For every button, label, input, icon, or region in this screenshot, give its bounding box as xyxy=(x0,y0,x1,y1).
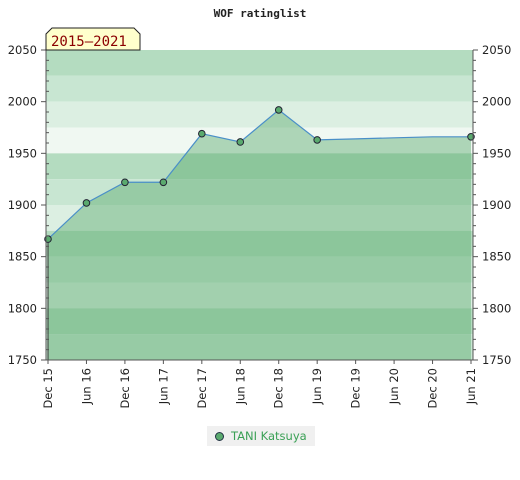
right-tick-label: 1900 xyxy=(482,198,511,212)
right-tick-label: 1850 xyxy=(482,250,511,264)
right-tick-label: 1950 xyxy=(482,146,511,160)
rating-line xyxy=(47,109,471,240)
background-band xyxy=(46,179,473,205)
left-tick-label: 1800 xyxy=(8,301,37,315)
x-tick-label: Jun 18 xyxy=(233,368,247,405)
right-tick-label: 2000 xyxy=(482,95,511,109)
data-point xyxy=(274,106,283,114)
x-tick-label: Jun 21 xyxy=(464,368,478,405)
x-tick-label: Jun 19 xyxy=(310,368,324,405)
x-tick-label: Dec 15 xyxy=(41,368,55,409)
background-band xyxy=(46,50,473,76)
background-band xyxy=(46,334,473,360)
right-tick-label: 1800 xyxy=(482,301,511,315)
left-tick-label: 1850 xyxy=(8,250,37,264)
background-band xyxy=(46,282,473,309)
right-y-axis: 1750 1800 1850 1900 1950 2000 2050 xyxy=(472,43,511,367)
left-tick-label: 1900 xyxy=(8,198,37,212)
data-point xyxy=(159,178,168,187)
badge-text: 2015–2021 xyxy=(51,34,127,50)
chart-title: WOF ratinglist xyxy=(214,7,307,20)
left-y-axis: 1750 1800 1850 1900 1950 2000 2050 xyxy=(8,43,49,367)
x-tick-label: Jun 20 xyxy=(387,368,401,405)
background-band xyxy=(46,230,473,257)
legend-label: TANI Katsuya xyxy=(231,429,307,443)
background-band xyxy=(46,153,473,180)
year-range-badge: 2015–2021 xyxy=(45,27,141,51)
background-band xyxy=(46,101,473,128)
left-tick-label: 2000 xyxy=(8,95,37,109)
x-tick-label: Dec 19 xyxy=(349,368,363,409)
data-point xyxy=(121,178,129,187)
rating-area xyxy=(48,109,471,360)
background-band xyxy=(46,308,473,335)
data-point xyxy=(313,136,321,144)
right-tick-label: 1750 xyxy=(482,353,511,367)
x-tick-label: Dec 20 xyxy=(426,368,440,409)
legend: TANI Katsuya xyxy=(207,426,315,446)
x-tick-label: Jun 16 xyxy=(79,368,93,405)
background-bands xyxy=(46,50,473,360)
legend-marker xyxy=(215,431,224,441)
left-tick-label: 2050 xyxy=(8,43,37,57)
data-point xyxy=(198,129,206,138)
x-axis: Dec 15 Jun 16 Dec 16 Jun 17 Dec 17 Jun 18 Dec … xyxy=(41,359,478,409)
background-band xyxy=(46,127,473,154)
data-point xyxy=(236,138,245,146)
x-tick-label: Dec 18 xyxy=(272,368,286,409)
left-tick-label: 1950 xyxy=(8,146,37,160)
x-tick-label: Dec 16 xyxy=(118,368,132,409)
x-tick-label: Jun 17 xyxy=(156,368,170,405)
right-tick-label: 2050 xyxy=(482,43,511,57)
data-point xyxy=(82,199,91,207)
background-band xyxy=(46,75,473,102)
left-tick-label: 1750 xyxy=(8,353,37,367)
background-band xyxy=(46,205,473,231)
x-tick-label: Dec 17 xyxy=(195,368,209,409)
background-band xyxy=(46,256,473,283)
